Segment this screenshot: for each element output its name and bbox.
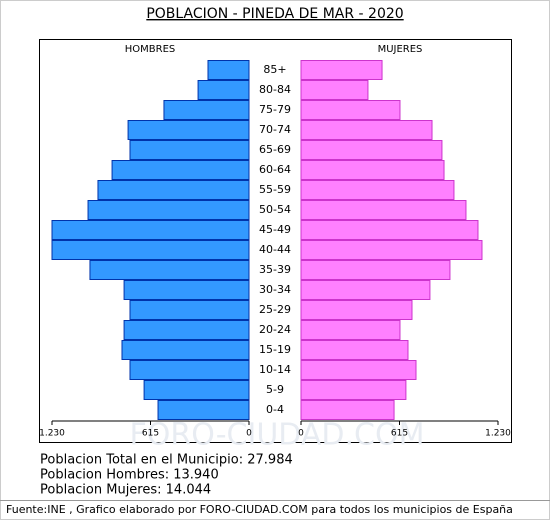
bar (163, 100, 250, 120)
category-label: 70-74 (259, 123, 291, 136)
x-tick-label: 615 (142, 429, 159, 439)
bar (89, 260, 250, 280)
bar (97, 180, 250, 200)
category-label: 80-84 (259, 83, 291, 96)
bar (123, 280, 250, 300)
category-label: 10-14 (259, 363, 291, 376)
bar (300, 380, 407, 400)
category-label: 35-39 (259, 263, 291, 276)
summary-line: Poblacion Hombres: 13.940 (40, 468, 219, 483)
bar (300, 300, 413, 320)
bar (300, 60, 383, 80)
bar (129, 360, 250, 380)
source: Fuente:INE , Grafico elaborado por FORO-… (6, 503, 513, 516)
bar (129, 140, 250, 160)
bar (300, 340, 409, 360)
category-label: 15-19 (259, 343, 291, 356)
watermark: FORO-CIUDAD.COM (130, 418, 425, 453)
bar (300, 240, 483, 260)
bar (121, 340, 250, 360)
category-label: 50-54 (259, 203, 291, 216)
bar (300, 160, 445, 180)
legend-label: HOMBRES (125, 44, 176, 55)
bar (111, 160, 250, 180)
bar (300, 120, 433, 140)
bar (143, 380, 250, 400)
summary-line: Poblacion Total en el Municipio: 27.984 (40, 453, 293, 468)
category-label: 55-59 (259, 183, 291, 196)
bar (300, 220, 479, 240)
x-tick-label: 615 (391, 429, 408, 439)
category-label: 75-79 (259, 103, 291, 116)
bar (51, 220, 250, 240)
x-tick-label: 1.230 (485, 429, 511, 439)
category-label: 25-29 (259, 303, 291, 316)
category-label: 5-9 (266, 383, 284, 396)
bar (197, 80, 250, 100)
category-label: 20-24 (259, 323, 291, 336)
category-label: 30-34 (259, 283, 291, 296)
bar (51, 240, 250, 260)
bar (300, 280, 431, 300)
category-label: 85+ (263, 63, 286, 76)
category-label: 60-64 (259, 163, 291, 176)
bar (300, 140, 443, 160)
x-tick-label: 0 (298, 429, 304, 439)
bar (157, 400, 250, 420)
bar (300, 320, 401, 340)
bar (300, 260, 451, 280)
bar (300, 80, 369, 100)
category-label: 0-4 (266, 403, 284, 416)
x-tick-label: 1.230 (39, 429, 65, 439)
plot-frame (39, 39, 512, 443)
bar (127, 120, 250, 140)
summary-line: Poblacion Mujeres: 14.044 (40, 483, 211, 498)
category-label: 65-69 (259, 143, 291, 156)
bar (300, 200, 467, 220)
bar (300, 180, 455, 200)
bar (87, 200, 250, 220)
bar (300, 400, 395, 420)
category-label: 45-49 (259, 223, 291, 236)
bar (300, 100, 401, 120)
chart-title: POBLACION - PINEDA DE MAR - 2020 (146, 6, 403, 22)
x-tick-label: 0 (246, 429, 252, 439)
bar (207, 60, 250, 80)
bar (129, 300, 250, 320)
bar (300, 360, 417, 380)
category-label: 40-44 (259, 243, 291, 256)
legend-label: MUJERES (378, 44, 423, 55)
bar (123, 320, 250, 340)
